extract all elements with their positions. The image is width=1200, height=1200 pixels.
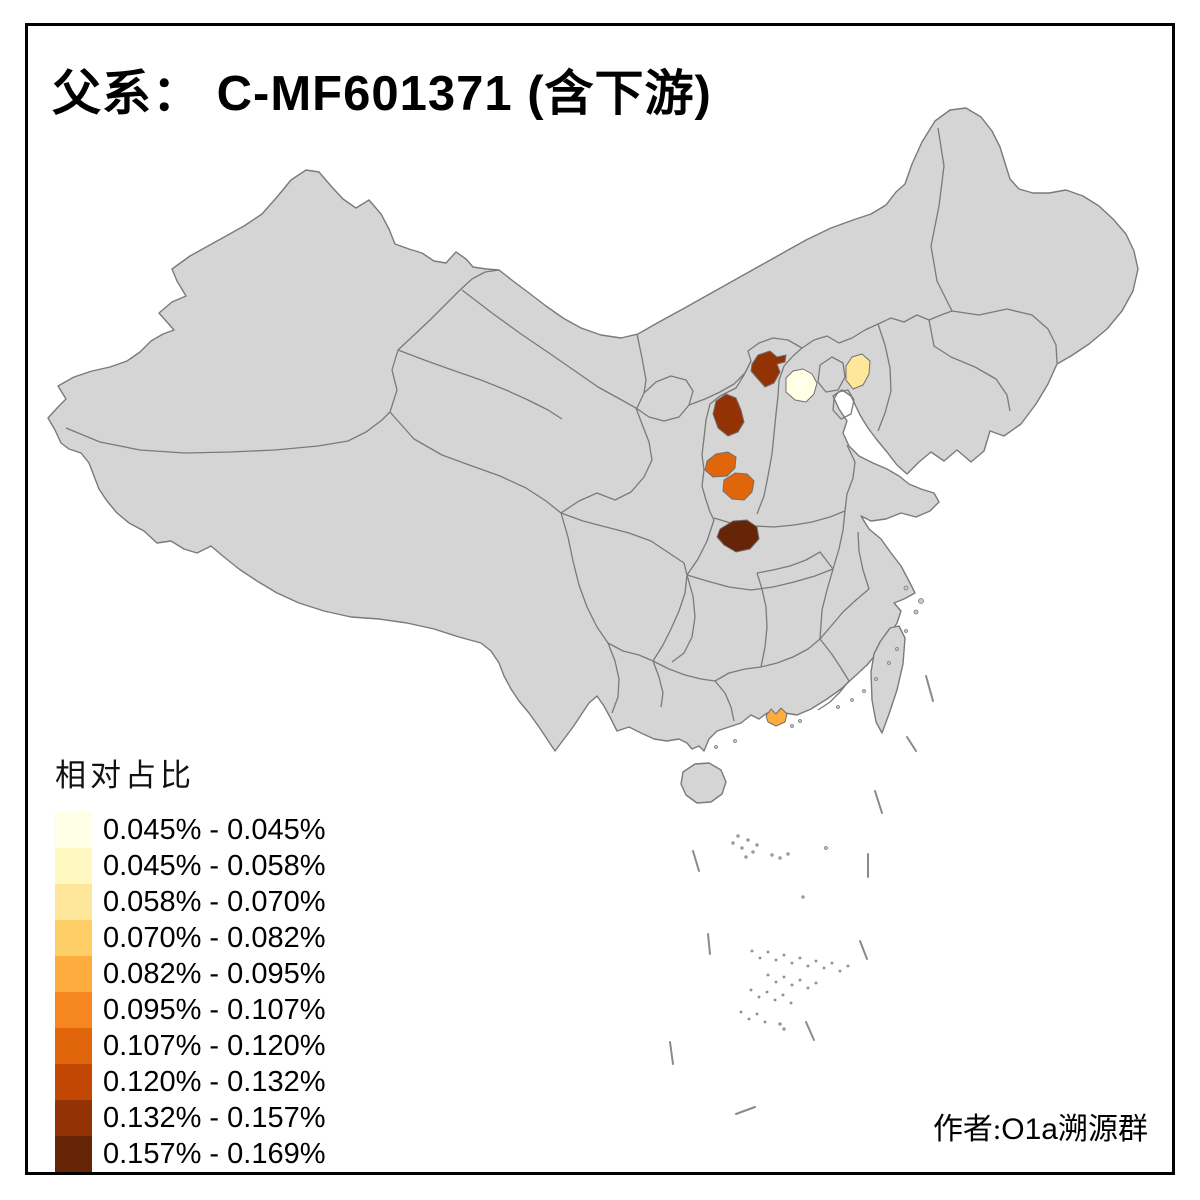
legend-label: 0.058% - 0.070%: [103, 885, 326, 918]
title-close: ): [694, 67, 712, 121]
legend-row: 0.095% - 0.107%: [55, 992, 325, 1028]
legend-swatch: [55, 812, 92, 848]
region-light-yellow: [845, 353, 871, 390]
attribution: 作者:O1a溯源群: [933, 1104, 1148, 1148]
title-code: C-MF601371 (: [202, 67, 545, 121]
legend-label: 0.045% - 0.045%: [103, 813, 326, 846]
legend: 相对占比 0.045% - 0.045% 0.045% - 0.058% 0.0…: [55, 750, 325, 1172]
region-dark-north: [750, 350, 787, 388]
province-borders: [65, 127, 1058, 722]
attribution-code: O1a: [1001, 1113, 1058, 1146]
legend-row: 0.107% - 0.120%: [55, 1028, 325, 1064]
region-darkest: [716, 519, 760, 553]
sea-dash-lines: [669, 675, 934, 1115]
legend-label: 0.095% - 0.107%: [103, 993, 326, 1026]
region-south-orange: [765, 707, 788, 727]
legend-swatch: [55, 884, 92, 920]
region-orange-upper: [704, 451, 737, 478]
legend-swatch: [55, 1028, 92, 1064]
island-specks: [714, 585, 924, 1031]
attribution-prefix: 作者:: [932, 1113, 1002, 1146]
legend-label: 0.132% - 0.157%: [103, 1101, 326, 1134]
legend-row: 0.120% - 0.132%: [55, 1064, 325, 1100]
legend-swatch: [55, 920, 92, 956]
legend-row: 0.058% - 0.070%: [55, 884, 325, 920]
legend-title: 相对占比: [55, 758, 195, 793]
legend-row: 0.045% - 0.045%: [55, 812, 325, 848]
legend-swatch: [55, 848, 92, 884]
highlighted-regions: [704, 350, 871, 727]
legend-row: 0.082% - 0.095%: [55, 956, 325, 992]
title-downstream: 含下游: [544, 66, 695, 121]
region-dark-west: [712, 393, 745, 437]
page-title: 父系： C-MF601371 (含下游): [52, 54, 712, 125]
legend-row: 0.070% - 0.082%: [55, 920, 325, 956]
legend-label: 0.157% - 0.169%: [103, 1137, 326, 1170]
legend-swatch: [55, 1136, 92, 1172]
legend-label: 0.120% - 0.132%: [103, 1065, 326, 1098]
legend-label: 0.070% - 0.082%: [103, 921, 326, 954]
legend-row: 0.132% - 0.157%: [55, 1100, 325, 1136]
legend-label: 0.107% - 0.120%: [103, 1029, 326, 1062]
legend-row: 0.045% - 0.058%: [55, 848, 325, 884]
legend-label: 0.082% - 0.095%: [103, 957, 326, 990]
legend-row: 0.157% - 0.169%: [55, 1136, 325, 1172]
legend-swatch: [55, 1064, 92, 1100]
legend-swatch: [55, 956, 92, 992]
attribution-suffix: 溯源群: [1058, 1113, 1148, 1146]
legend-label: 0.045% - 0.058%: [103, 849, 326, 882]
region-orange-lower: [722, 472, 755, 501]
land-group: [47, 107, 1139, 804]
legend-swatch: [55, 1100, 92, 1136]
mainland-china: [47, 107, 1139, 752]
hainan-island: [680, 762, 727, 804]
legend-swatch: [55, 992, 92, 1028]
taiwan-island: [870, 625, 906, 734]
title-prefix: 父系：: [52, 66, 203, 121]
region-cream: [785, 368, 818, 403]
